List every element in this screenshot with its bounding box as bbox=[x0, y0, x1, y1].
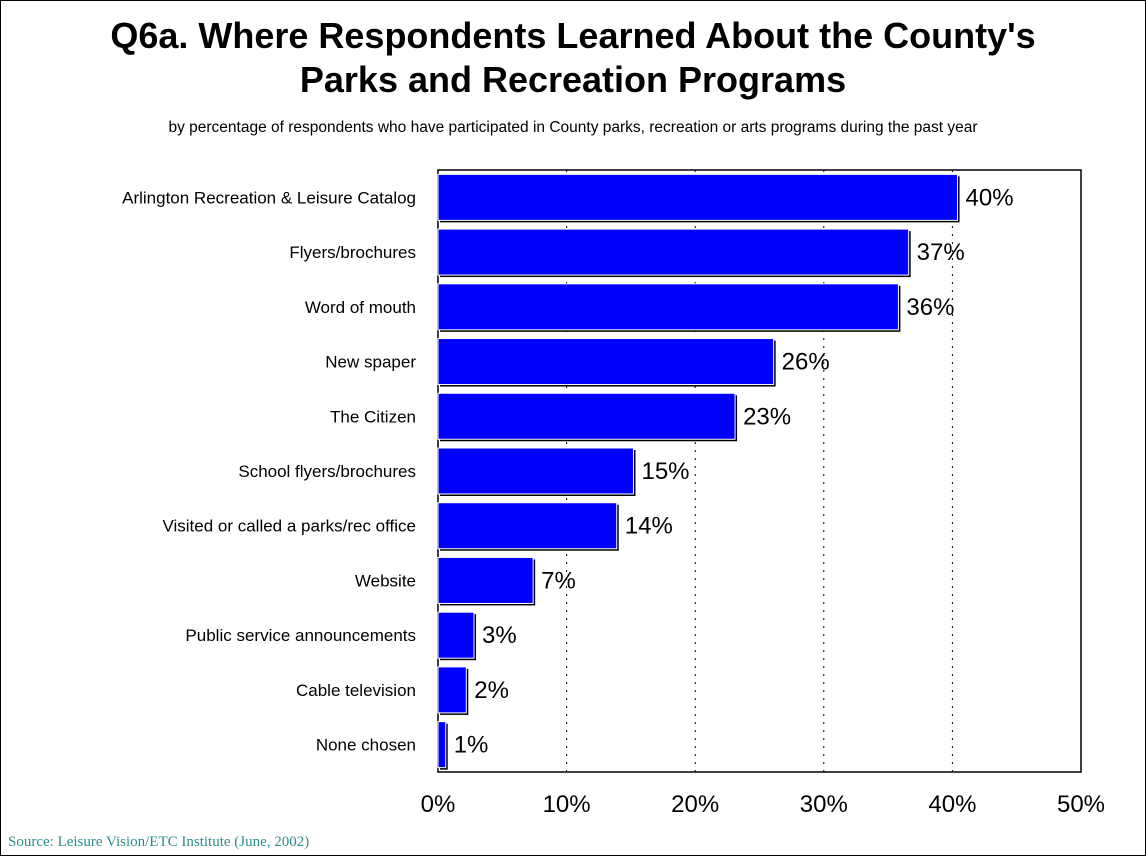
data-label: 40% bbox=[966, 184, 1014, 211]
x-tick-label: 50% bbox=[1057, 791, 1105, 818]
category-label: Word of mouth bbox=[305, 298, 416, 317]
category-label: Flyers/brochures bbox=[289, 243, 416, 262]
bar bbox=[437, 283, 899, 331]
bar bbox=[437, 228, 910, 276]
chart-title-line-1: Q6a. Where Respondents Learned About the… bbox=[110, 15, 1036, 56]
bar bbox=[437, 611, 475, 659]
bar bbox=[437, 338, 775, 386]
category-label: Visited or called a parks/rec office bbox=[162, 517, 416, 536]
chart-title-line-2: Parks and Recreation Programs bbox=[299, 59, 847, 100]
bar bbox=[437, 556, 534, 604]
category-label: Cable television bbox=[296, 681, 416, 700]
chart-subtitle: by percentage of respondents who have pa… bbox=[168, 119, 978, 136]
bar bbox=[437, 502, 618, 550]
x-tick-label: 10% bbox=[543, 791, 591, 818]
bar bbox=[437, 447, 634, 495]
data-label: 23% bbox=[743, 403, 791, 430]
data-label: 26% bbox=[782, 349, 830, 376]
source-note: Source: Leisure Vision/ETC Institute (Ju… bbox=[8, 834, 310, 850]
bar bbox=[437, 666, 467, 714]
category-label: School flyers/brochures bbox=[238, 462, 416, 481]
data-label: 3% bbox=[482, 622, 517, 649]
category-label: Public service announcements bbox=[185, 626, 416, 645]
data-label: 15% bbox=[641, 458, 689, 485]
bar bbox=[437, 721, 447, 769]
category-label: The Citizen bbox=[330, 407, 416, 426]
bar bbox=[437, 392, 736, 440]
data-label: 2% bbox=[474, 677, 509, 704]
bar bbox=[437, 173, 959, 221]
x-tick-label: 0% bbox=[421, 791, 456, 818]
data-label: 14% bbox=[625, 513, 673, 540]
data-label: 7% bbox=[541, 567, 576, 594]
x-tick-label: 20% bbox=[671, 791, 719, 818]
data-label: 37% bbox=[917, 239, 965, 266]
category-label: Arlington Recreation & Leisure Catalog bbox=[122, 188, 416, 207]
x-tick-label: 30% bbox=[800, 791, 848, 818]
chart-title: Q6a. Where Respondents Learned About the… bbox=[0, 14, 1146, 102]
category-label: New spaper bbox=[325, 353, 416, 372]
data-label: 1% bbox=[454, 732, 489, 759]
data-label: 36% bbox=[906, 294, 954, 321]
category-label: None chosen bbox=[316, 736, 416, 755]
category-label: Website bbox=[355, 571, 416, 590]
x-tick-label: 40% bbox=[928, 791, 976, 818]
